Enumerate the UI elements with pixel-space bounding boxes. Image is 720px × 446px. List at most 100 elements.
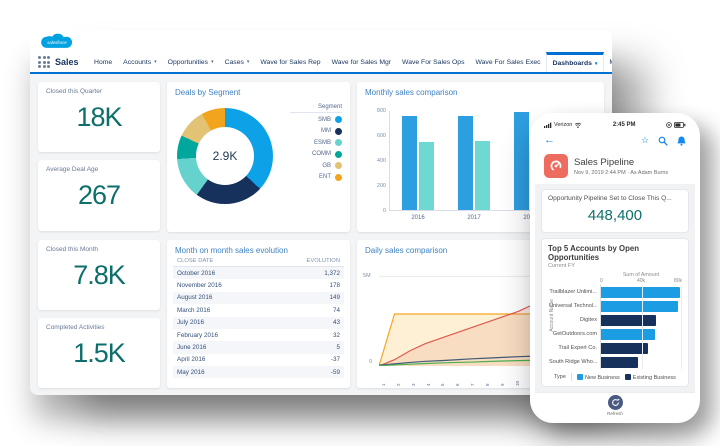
- bar[interactable]: [402, 116, 417, 210]
- card-title: Daily sales comparison: [365, 246, 448, 255]
- kpi-label: Closed this Month: [46, 246, 99, 253]
- y-tick: 0: [369, 359, 373, 365]
- table-header: CLOSE DATE EVOLUTION: [173, 255, 344, 267]
- bar-group: 2016: [402, 111, 434, 221]
- notification-bell-icon[interactable]: [677, 136, 686, 146]
- clock-label: 2:45 PM: [612, 121, 636, 128]
- bar[interactable]: [601, 314, 656, 326]
- bar-label: Universal Technol...: [549, 303, 597, 309]
- global-nav: Sales Home Accounts ▾ Opportunities ▾ Case…: [30, 52, 612, 74]
- legend-dot: [335, 139, 342, 146]
- bar-label: South Ridge Who...: [549, 359, 597, 365]
- y-tick: 800: [376, 108, 386, 114]
- legend-item[interactable]: GB: [290, 162, 342, 169]
- chevron-down-icon: ▾: [594, 60, 598, 67]
- bar-label: Trailblazer Unlimi...: [549, 289, 597, 295]
- donut-center-total: 2.9K: [196, 127, 254, 185]
- phone-dashboard-body: Opportunity Pipeline Set to Close This Q…: [535, 184, 695, 392]
- segment-legend: Segment SMB MM ESMB COMM GB ENT: [290, 104, 342, 185]
- table-row: October 2016 1,372: [173, 267, 344, 280]
- chevron-down-icon: ▾: [246, 59, 250, 65]
- bar[interactable]: [514, 111, 529, 210]
- card-title: Monthly sales comparison: [365, 88, 458, 97]
- y-tick: 200: [376, 183, 386, 189]
- x-tick: 8: [484, 383, 490, 386]
- top5-hbar-chart: Sum of Amount 0 40k 80k Trailblazer Unlimi…: [548, 272, 682, 381]
- tab-wave-sales-rep[interactable]: Wave for Sales Rep: [260, 58, 321, 66]
- top5-accounts-card: Top 5 Accounts by Open Opportunities Cur…: [541, 238, 689, 387]
- kpi-closed-this-month: Closed this Month 7.8K: [38, 240, 160, 310]
- app-launcher-icon[interactable]: [38, 56, 50, 68]
- phone-mockup: Verizon 2:45 PM ← ☆: [530, 113, 700, 423]
- legend-dot: [335, 173, 342, 181]
- table-row: March 2016 74: [177, 306, 340, 314]
- dashboard-icon: [544, 154, 568, 178]
- dashboard-subtitle: Nov 9, 2019 2:44 PM · As Adam Burns: [574, 169, 669, 176]
- table-body: October 2016 1,372 November 2016 178 Augus…: [173, 267, 344, 379]
- bar[interactable]: [601, 342, 648, 354]
- legend-item[interactable]: ENT: [290, 173, 342, 181]
- bar[interactable]: [458, 115, 473, 210]
- x-tick: 1: [381, 383, 386, 386]
- x-tick: 3: [410, 383, 416, 386]
- phone-status-bar: Verizon 2:45 PM: [535, 118, 695, 131]
- tab-home[interactable]: Home: [94, 58, 113, 66]
- tab-cases[interactable]: Cases ▾: [224, 58, 250, 66]
- chevron-down-icon: ▾: [211, 59, 214, 65]
- tab-accounts[interactable]: Accounts ▾: [123, 58, 157, 66]
- x-tick: 2016: [411, 215, 425, 221]
- app-name: Sales: [55, 57, 79, 67]
- opportunity-pipeline-card: Opportunity Pipeline Set to Close This Q…: [541, 189, 689, 233]
- battery-icon: [674, 121, 686, 128]
- salesforce-logo-text: salesforce: [47, 39, 67, 44]
- phone-toolbar: ← ☆: [535, 131, 695, 150]
- x-tick: 5: [440, 383, 446, 386]
- bar[interactable]: [419, 141, 434, 210]
- bar[interactable]: [475, 140, 490, 210]
- tab-opportunities[interactable]: Opportunities ▾: [167, 58, 214, 66]
- legend-dot: [335, 127, 342, 135]
- month-on-month-card: Month on month sales evolution CLOSE DAT…: [167, 240, 350, 388]
- x-tick: 2: [395, 383, 401, 386]
- legend-title: Segment: [290, 104, 342, 113]
- bar[interactable]: [601, 286, 680, 298]
- card-title: Deals by Segment: [175, 88, 241, 97]
- favorite-star-icon[interactable]: ☆: [640, 135, 649, 145]
- legend-item[interactable]: ESMB: [290, 139, 342, 146]
- refresh-icon: [611, 398, 620, 406]
- tab-more[interactable]: More▾: [604, 52, 612, 72]
- bar[interactable]: [601, 328, 655, 340]
- search-icon[interactable]: [658, 136, 668, 146]
- tab-wave-sales-exec[interactable]: Wave For Sales Exec: [475, 58, 541, 66]
- salesforce-logo-icon: salesforce: [41, 33, 73, 48]
- dashboard-window: salesforce Sales Home Accounts ▾ Opportun…: [30, 30, 612, 395]
- legend-item[interactable]: SMB: [290, 116, 342, 123]
- table-row: July 2016 43: [173, 316, 344, 329]
- y-tick: 400: [376, 158, 386, 164]
- bar[interactable]: [601, 356, 639, 368]
- phone-footer: Refresh: [535, 392, 695, 418]
- y-tick: 0: [382, 208, 386, 214]
- x-tick: 2017: [467, 215, 481, 221]
- dashboard-body: Closed this Quarter 18K Average Deal Age…: [30, 74, 612, 395]
- x-tick: 10: [514, 380, 520, 386]
- table-row: June 2016 5: [173, 341, 344, 354]
- legend-item[interactable]: MM: [290, 127, 342, 135]
- card-title: Month on month sales evolution: [175, 246, 288, 255]
- tab-dashboards[interactable]: Dashboards ▾: [546, 52, 604, 72]
- legend-item[interactable]: COMM: [290, 150, 342, 158]
- tab-wave-sales-mgr[interactable]: Wave for Sales Mgr: [331, 58, 392, 66]
- card-title: Top 5 Accounts by Open Opportunities: [548, 244, 639, 262]
- kpi-value: 18K: [76, 102, 122, 132]
- bar-group: 2017: [458, 111, 490, 221]
- x-axis-ticks: 0 40k 80k: [600, 278, 682, 284]
- refresh-button[interactable]: [607, 395, 623, 410]
- chart-legend: Type New Business Existing Business: [554, 373, 676, 381]
- kpi-value: 267: [77, 180, 121, 210]
- deals-by-segment-card: Deals by Segment 2.9K Segment SMB MM ESM…: [167, 82, 350, 232]
- dashboard-title: Sales Pipeline: [574, 156, 635, 168]
- chevron-down-icon: ▾: [154, 59, 157, 65]
- tab-wave-sales-ops[interactable]: Wave For Sales Ops: [402, 58, 465, 66]
- bar[interactable]: [601, 300, 678, 312]
- back-arrow-icon[interactable]: ←: [544, 134, 555, 146]
